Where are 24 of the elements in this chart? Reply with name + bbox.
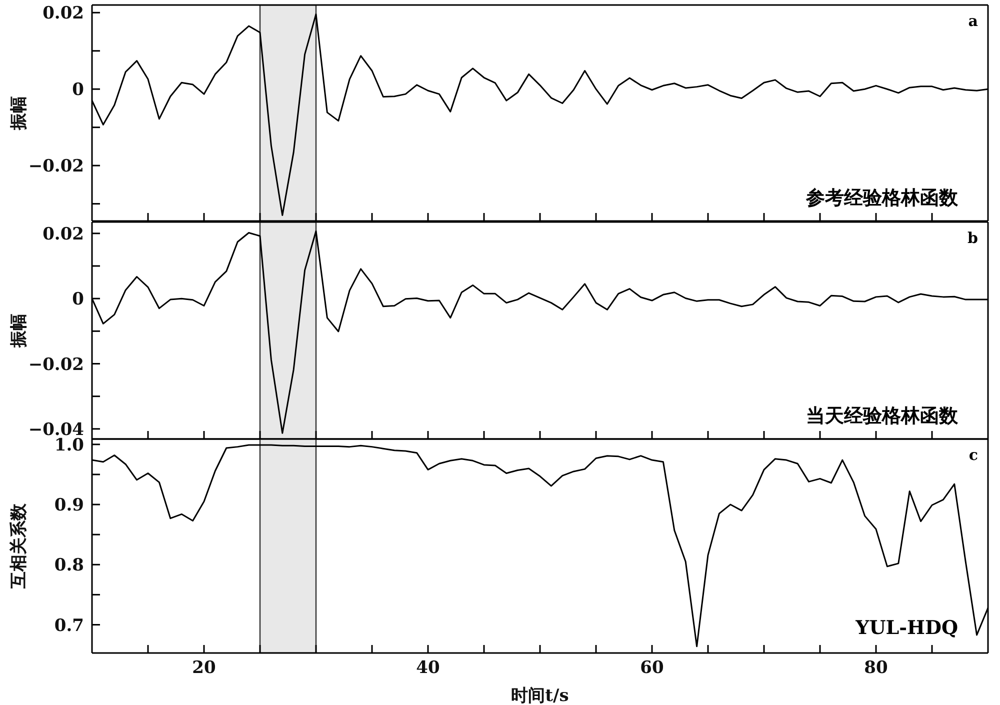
annotation: 参考经验格林函数	[806, 186, 958, 211]
annotation: YUL-HDQ	[856, 617, 958, 639]
y-tick-label: −0.02	[28, 156, 84, 177]
y-tick-label: 1.0	[54, 435, 84, 456]
annotation: a	[968, 12, 978, 30]
y-tick-label: 0.9	[54, 496, 84, 516]
y-tick-label: 0.8	[54, 556, 84, 576]
y-tick-label: 0	[72, 290, 84, 310]
y-tick-label: 0	[72, 80, 84, 100]
y-tick-label: 0.7	[54, 616, 84, 636]
y-tick-label: 0.02	[42, 4, 84, 24]
y-axis-title: 互相关系数	[9, 502, 30, 590]
y-axis-title: 振幅	[9, 314, 30, 348]
x-tick-label: 20	[192, 658, 216, 678]
y-tick-label: −0.02	[28, 354, 84, 375]
y-tick-label: 0.02	[42, 224, 84, 244]
y-axis-title: 振幅	[9, 96, 30, 131]
x-tick-label: 80	[864, 658, 888, 678]
x-tick-label: 60	[640, 658, 664, 678]
annotation: b	[968, 229, 978, 247]
x-tick-label: 40	[416, 658, 440, 678]
annotation: c	[968, 446, 978, 464]
annotation: 当天经验格林函数	[806, 404, 958, 429]
x-axis-title: 时间t/s	[511, 686, 569, 705]
